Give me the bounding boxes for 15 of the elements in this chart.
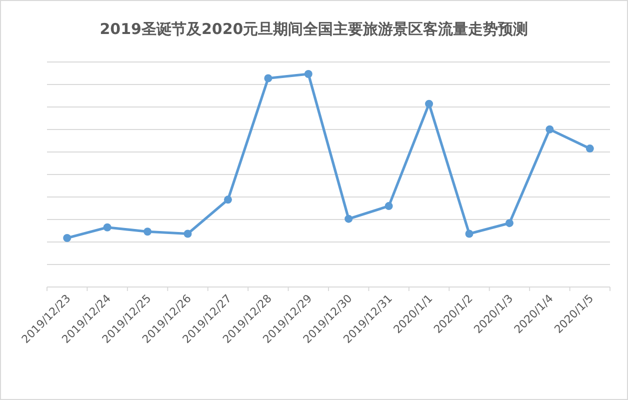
point xyxy=(465,230,474,238)
point xyxy=(103,223,112,232)
point xyxy=(304,70,312,78)
point xyxy=(264,74,272,82)
chart-title: 2019圣诞节及2020元旦期间全国主要旅游景区客流量走势预测 xyxy=(100,20,528,38)
point xyxy=(144,228,152,236)
point xyxy=(224,196,232,204)
point xyxy=(425,100,434,108)
point xyxy=(63,234,72,242)
point xyxy=(384,202,393,210)
point xyxy=(546,125,554,134)
point xyxy=(184,230,192,238)
point xyxy=(344,214,353,223)
point xyxy=(586,144,594,153)
point xyxy=(505,219,514,228)
